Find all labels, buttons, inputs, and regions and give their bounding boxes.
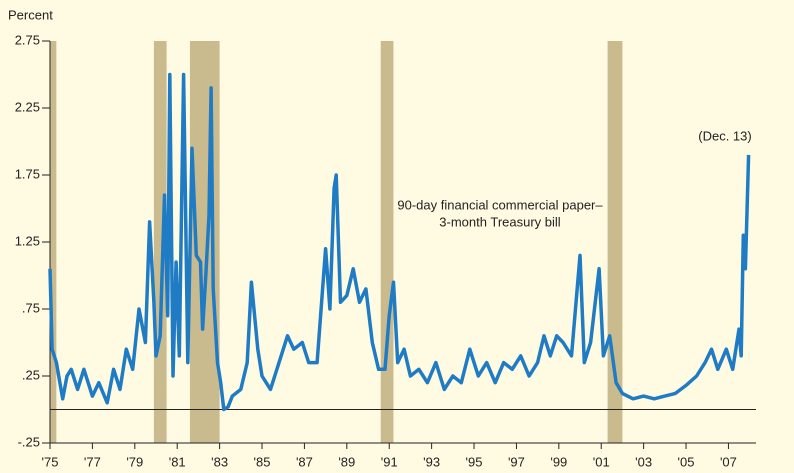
x-tick-label: '07 (720, 454, 737, 469)
x-tick-label: '79 (126, 454, 143, 469)
x-tick-label: '01 (593, 454, 610, 469)
y-tick-label: 2.75 (15, 32, 40, 47)
y-tick-label: 1.75 (15, 166, 40, 181)
data-line (48, 72, 751, 412)
y-tick-label: -.25 (18, 434, 40, 449)
x-tick-label: '85 (254, 454, 271, 469)
y-tick-label: .75 (22, 300, 40, 315)
x-tick-label: '95 (466, 454, 483, 469)
y-tick-label: 1.25 (15, 233, 40, 248)
y-axis-label: Percent (8, 7, 53, 22)
x-tick-label: '87 (296, 454, 313, 469)
x-tick-label: '89 (338, 454, 355, 469)
y-tick-label: .25 (22, 367, 40, 382)
recession-band (50, 41, 57, 443)
annotation: (Dec. 13) (698, 128, 751, 143)
x-tick-label: '05 (678, 454, 695, 469)
x-tick-label: '93 (423, 454, 440, 469)
x-tick-label: '03 (635, 454, 652, 469)
x-tick-label: '81 (169, 454, 186, 469)
x-tick-label: '91 (381, 454, 398, 469)
x-tick-label: '99 (550, 454, 567, 469)
annotation: 90-day financial commercial paper– (397, 197, 603, 212)
annotation: 3-month Treasury bill (439, 214, 560, 229)
x-tick-label: '77 (84, 454, 101, 469)
x-tick-label: '75 (42, 454, 59, 469)
x-tick-label: '83 (211, 454, 228, 469)
y-tick-label: 2.25 (15, 99, 40, 114)
x-tick-label: '97 (508, 454, 525, 469)
recession-band (380, 41, 394, 443)
